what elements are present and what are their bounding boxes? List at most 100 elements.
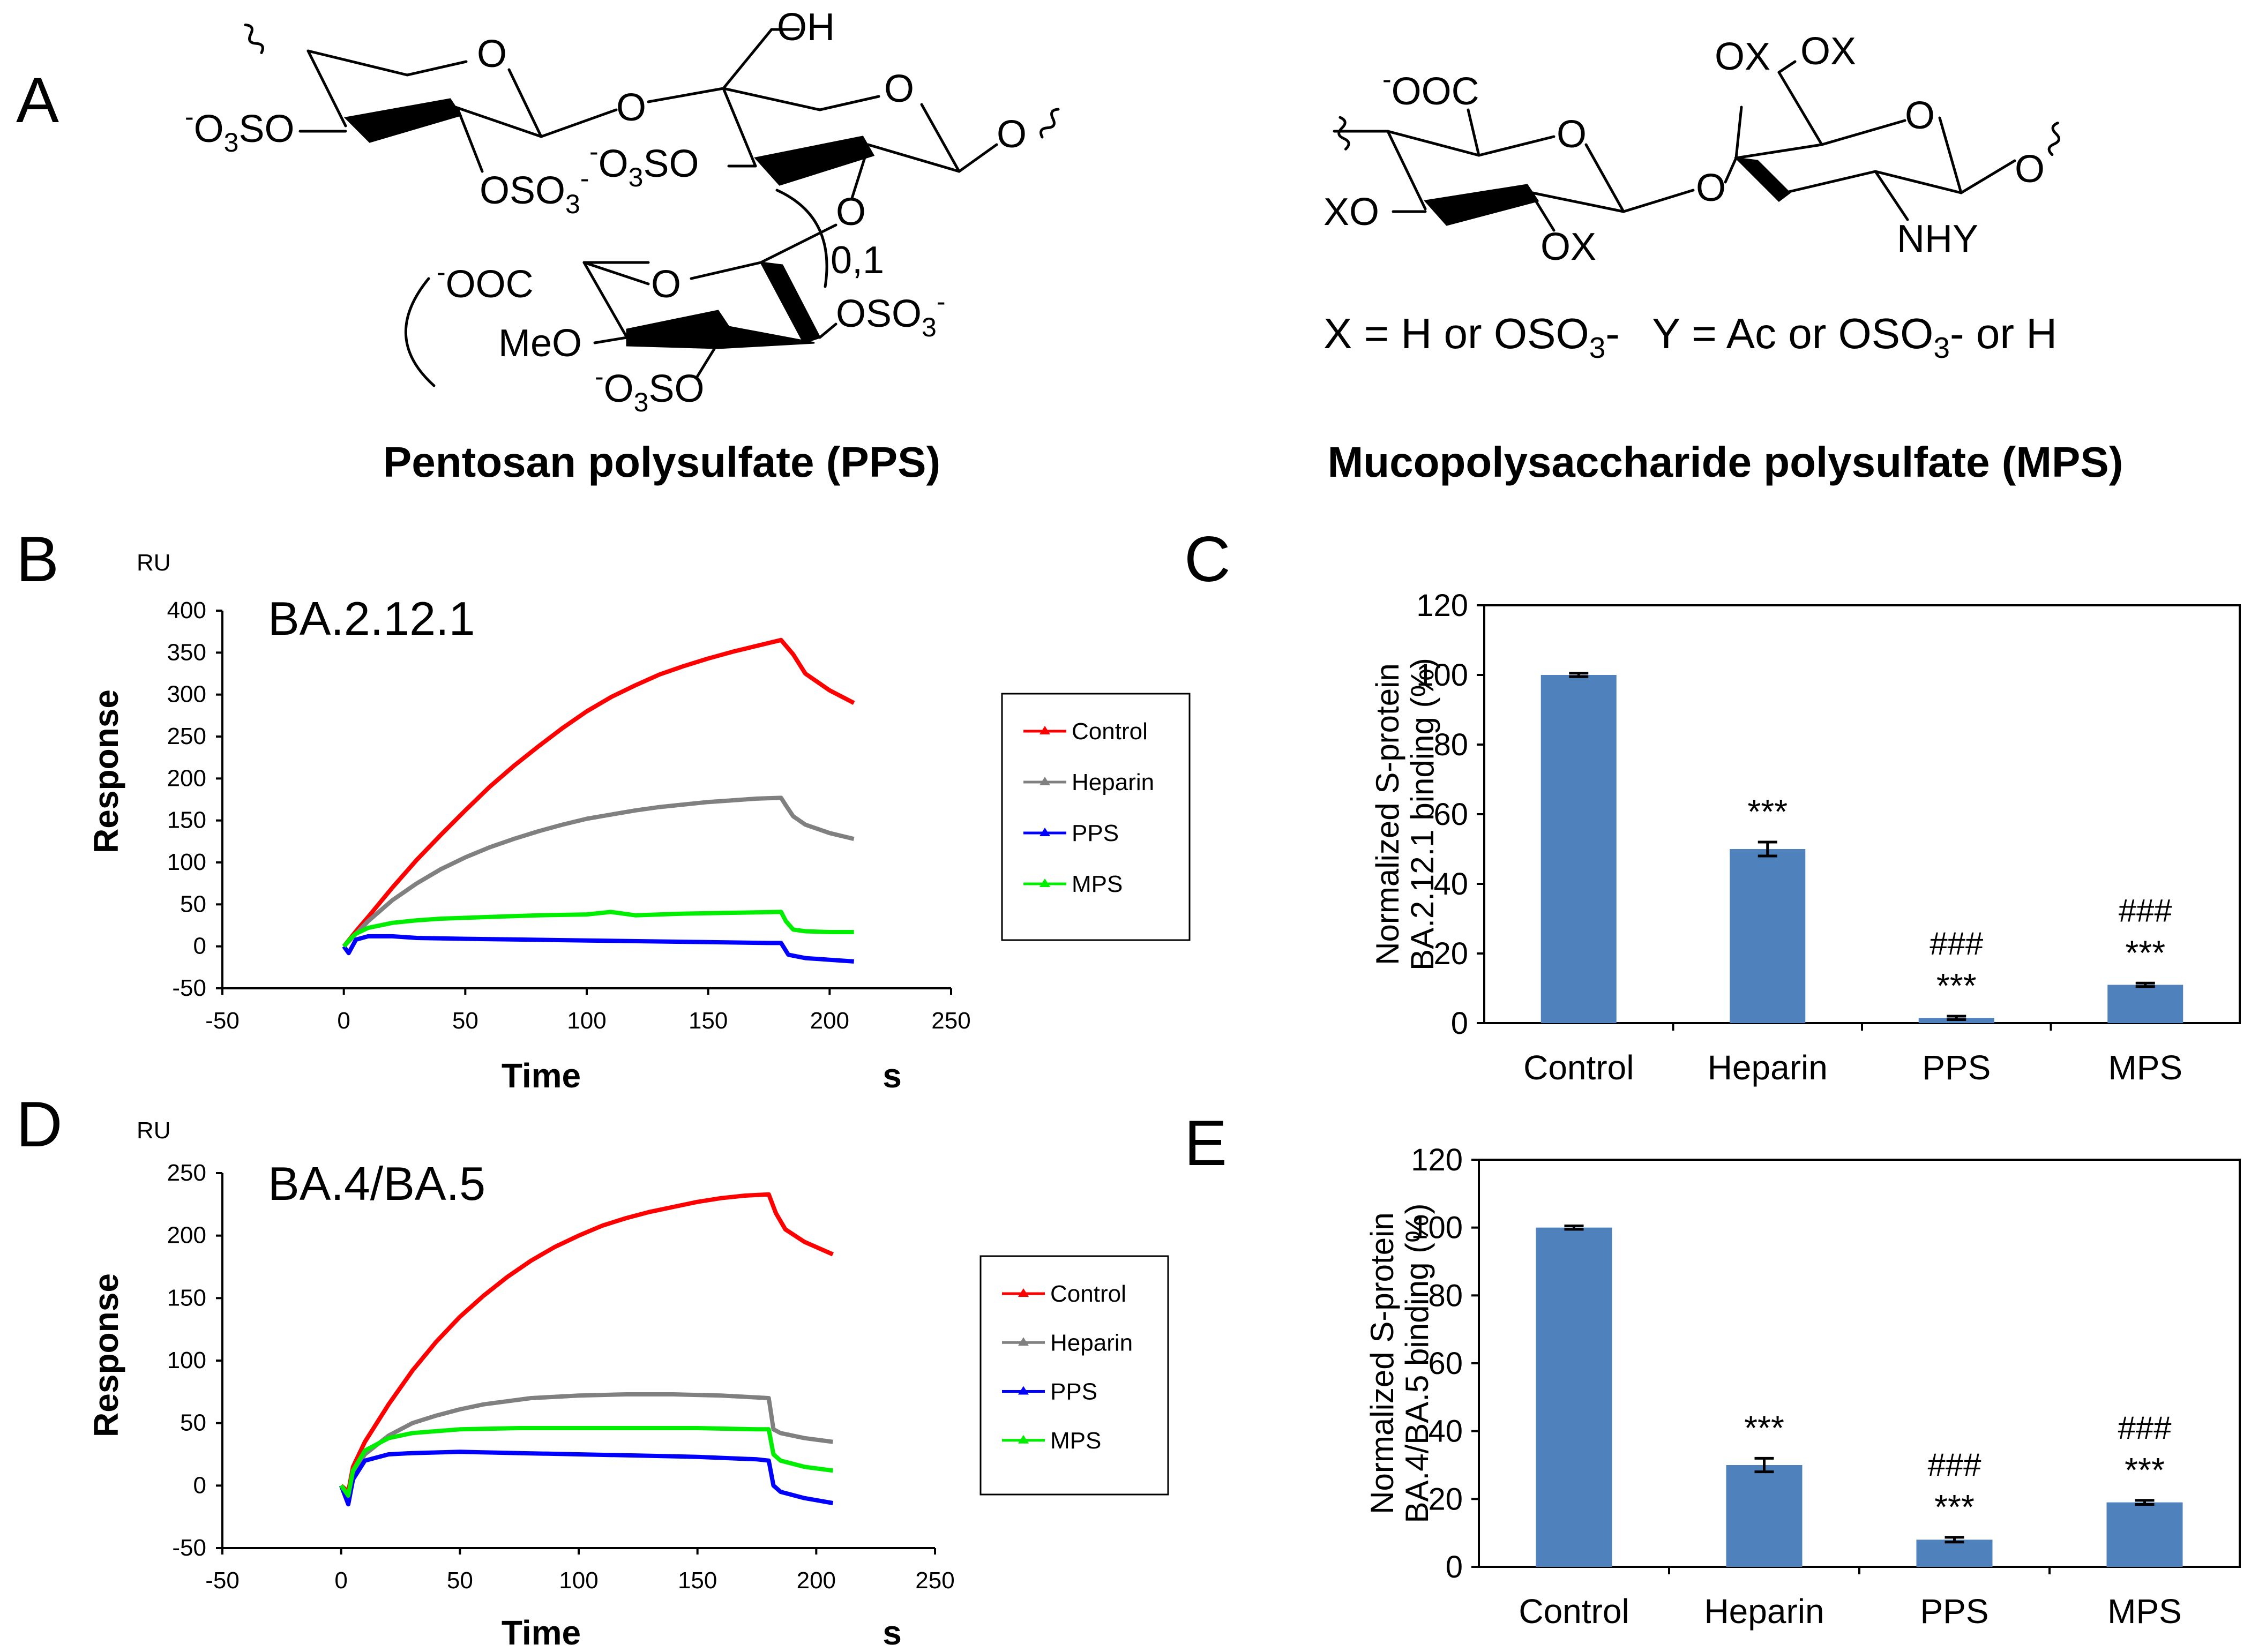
pps-structure xyxy=(244,24,1060,387)
hash-mark: ### xyxy=(1930,926,1984,962)
mps-formula-y: Y = Ac or OSO xyxy=(1652,310,1933,357)
svg-text:OX: OX xyxy=(1800,30,1856,73)
y-tick-label: -50 xyxy=(172,1535,206,1561)
y-tick-label: 80 xyxy=(1433,727,1468,762)
svg-text:0,1: 0,1 xyxy=(831,239,884,282)
significance-mark: *** xyxy=(1747,792,1788,831)
y-axis-label-line1: Normalized S-protein xyxy=(1364,1212,1400,1514)
svg-text:O: O xyxy=(477,33,507,76)
svg-text:-O3SO: -O3SO xyxy=(589,137,699,192)
pps-wavy-bond-left xyxy=(244,24,264,54)
svg-text:OSO3-: OSO3- xyxy=(480,163,589,219)
x-category-label: Heparin xyxy=(1704,1592,1824,1631)
chart-b-sensorgram: -50 0 50 100 150 200 250 300 350 400 -50 0 50 100 150 2… xyxy=(87,550,1191,1095)
y-tick-label: 120 xyxy=(1416,588,1468,623)
x-tick-label: 150 xyxy=(689,1008,728,1034)
panel-label-b: B xyxy=(16,523,59,595)
chart-title: BA.4/BA.5 xyxy=(268,1157,485,1210)
svg-text:-OOC: -OOC xyxy=(437,257,534,306)
y-tick-label: 350 xyxy=(167,639,206,665)
svg-text:O: O xyxy=(884,67,914,110)
y-tick-label: 0 xyxy=(193,933,206,959)
bar-heparin xyxy=(1726,1465,1803,1567)
mps-atom-labels: -OOC O XO OX O OX OX O NHY O X = H or OS… xyxy=(1323,30,2057,364)
x-category-label: MPS xyxy=(2108,1048,2182,1087)
pps-repeat-bracket-left xyxy=(405,277,436,387)
y-tick-label: 0 xyxy=(193,1472,206,1498)
bar-mps xyxy=(2106,1502,2183,1567)
bar-pps xyxy=(1916,1540,1993,1567)
series-line-control xyxy=(340,1192,834,1494)
pps-atom-labels: O OH O O O -O3SO OSO3- -O3SO O 0,1 -OOC … xyxy=(185,6,1027,417)
y-tick-label: 250 xyxy=(167,723,206,749)
y-tick-label: -50 xyxy=(172,975,206,1001)
x-tick-label: 250 xyxy=(915,1567,954,1594)
y-tick-label: 100 xyxy=(167,849,206,875)
x-category-label: Heparin xyxy=(1708,1048,1828,1087)
panel-label-c: C xyxy=(1184,523,1231,595)
significance-mark: *** xyxy=(1744,1408,1784,1447)
pps-title: Pentosan polysulfate (PPS) xyxy=(383,438,940,486)
legend-marker xyxy=(1018,1288,1029,1297)
y-tick-label: 150 xyxy=(167,1285,206,1311)
series-line-mps xyxy=(342,910,854,948)
chart-e-bar: 0 20 40 60 80 100 120 Control Heparin *** PPS *** ##… xyxy=(1364,1143,2241,1631)
pps-ring3-wedge-right xyxy=(759,261,821,344)
x-tick-label: 250 xyxy=(931,1008,970,1034)
x-tick-label: 200 xyxy=(797,1567,836,1594)
y-axis-label-line1: Normalized S-protein xyxy=(1370,663,1405,965)
y-tick-label: 120 xyxy=(1411,1143,1463,1177)
series-line-control xyxy=(342,637,855,948)
svg-text:MeO: MeO xyxy=(498,322,582,365)
y-tick-label: 100 xyxy=(1416,658,1468,693)
svg-text:O: O xyxy=(1557,113,1587,156)
svg-text:-OOC: -OOC xyxy=(1382,64,1479,113)
x-category-label: Control xyxy=(1519,1592,1629,1631)
svg-text:O: O xyxy=(651,263,681,306)
x-tick-label: 0 xyxy=(337,1008,350,1034)
y-unit-label: RU xyxy=(137,1117,171,1144)
panel-label-a: A xyxy=(16,64,59,136)
series-line-pps xyxy=(339,1450,834,1507)
svg-text:O: O xyxy=(1905,94,1935,137)
y-tick-label: 60 xyxy=(1433,797,1468,832)
series-line-heparin xyxy=(339,1392,833,1498)
mps-title: Mucopolysaccharide polysulfate (MPS) xyxy=(1328,438,2123,486)
y-unit-label: RU xyxy=(137,550,171,576)
y-tick-label: 200 xyxy=(167,1222,206,1249)
legend-label-mps: MPS xyxy=(1050,1428,1101,1454)
y-tick-label: 50 xyxy=(180,891,206,917)
legend-label-heparin: Heparin xyxy=(1050,1330,1133,1356)
series-line-pps xyxy=(342,934,854,964)
y-tick-label: 40 xyxy=(1428,1414,1463,1449)
pps-ring3-wedge-bottom xyxy=(626,310,815,349)
mps-ring2-wedge xyxy=(1733,156,1791,202)
svg-text:OSO3-: OSO3- xyxy=(836,287,946,342)
series-line-mps xyxy=(339,1426,833,1498)
svg-text:OX: OX xyxy=(1540,226,1596,268)
pps-ring2-wedge xyxy=(754,136,875,186)
x-category-label: PPS xyxy=(1920,1592,1988,1631)
x-tick-label: 50 xyxy=(452,1008,478,1034)
y-tick-label: 80 xyxy=(1428,1278,1463,1313)
x-tick-label: 100 xyxy=(567,1008,606,1034)
significance-mark: *** xyxy=(2125,933,2165,972)
bar-control xyxy=(1536,1227,1612,1567)
svg-text:O: O xyxy=(2015,148,2045,191)
bar-heparin xyxy=(1730,849,1806,1023)
panel-label-e: E xyxy=(1184,1107,1227,1179)
legend-marker xyxy=(1040,878,1050,887)
x-unit-label: s xyxy=(883,1613,902,1652)
chart-c-bar: 0 20 40 60 80 100 120 Control Heparin *** PPS *** ##… xyxy=(1370,588,2241,1087)
svg-text:O: O xyxy=(1696,167,1726,209)
svg-text:O: O xyxy=(997,113,1027,156)
significance-mark: *** xyxy=(2125,1451,2165,1489)
y-axis-label-line2: BA.4/BA.5 binding (%) xyxy=(1399,1204,1435,1523)
svg-text:-O3SO: -O3SO xyxy=(185,102,295,157)
x-category-label: Control xyxy=(1523,1048,1634,1087)
x-category-label: PPS xyxy=(1922,1048,1991,1087)
legend-box xyxy=(979,1255,1169,1496)
pps-wavy-bond-right xyxy=(1040,108,1060,139)
x-axis-label: Time xyxy=(502,1613,581,1652)
